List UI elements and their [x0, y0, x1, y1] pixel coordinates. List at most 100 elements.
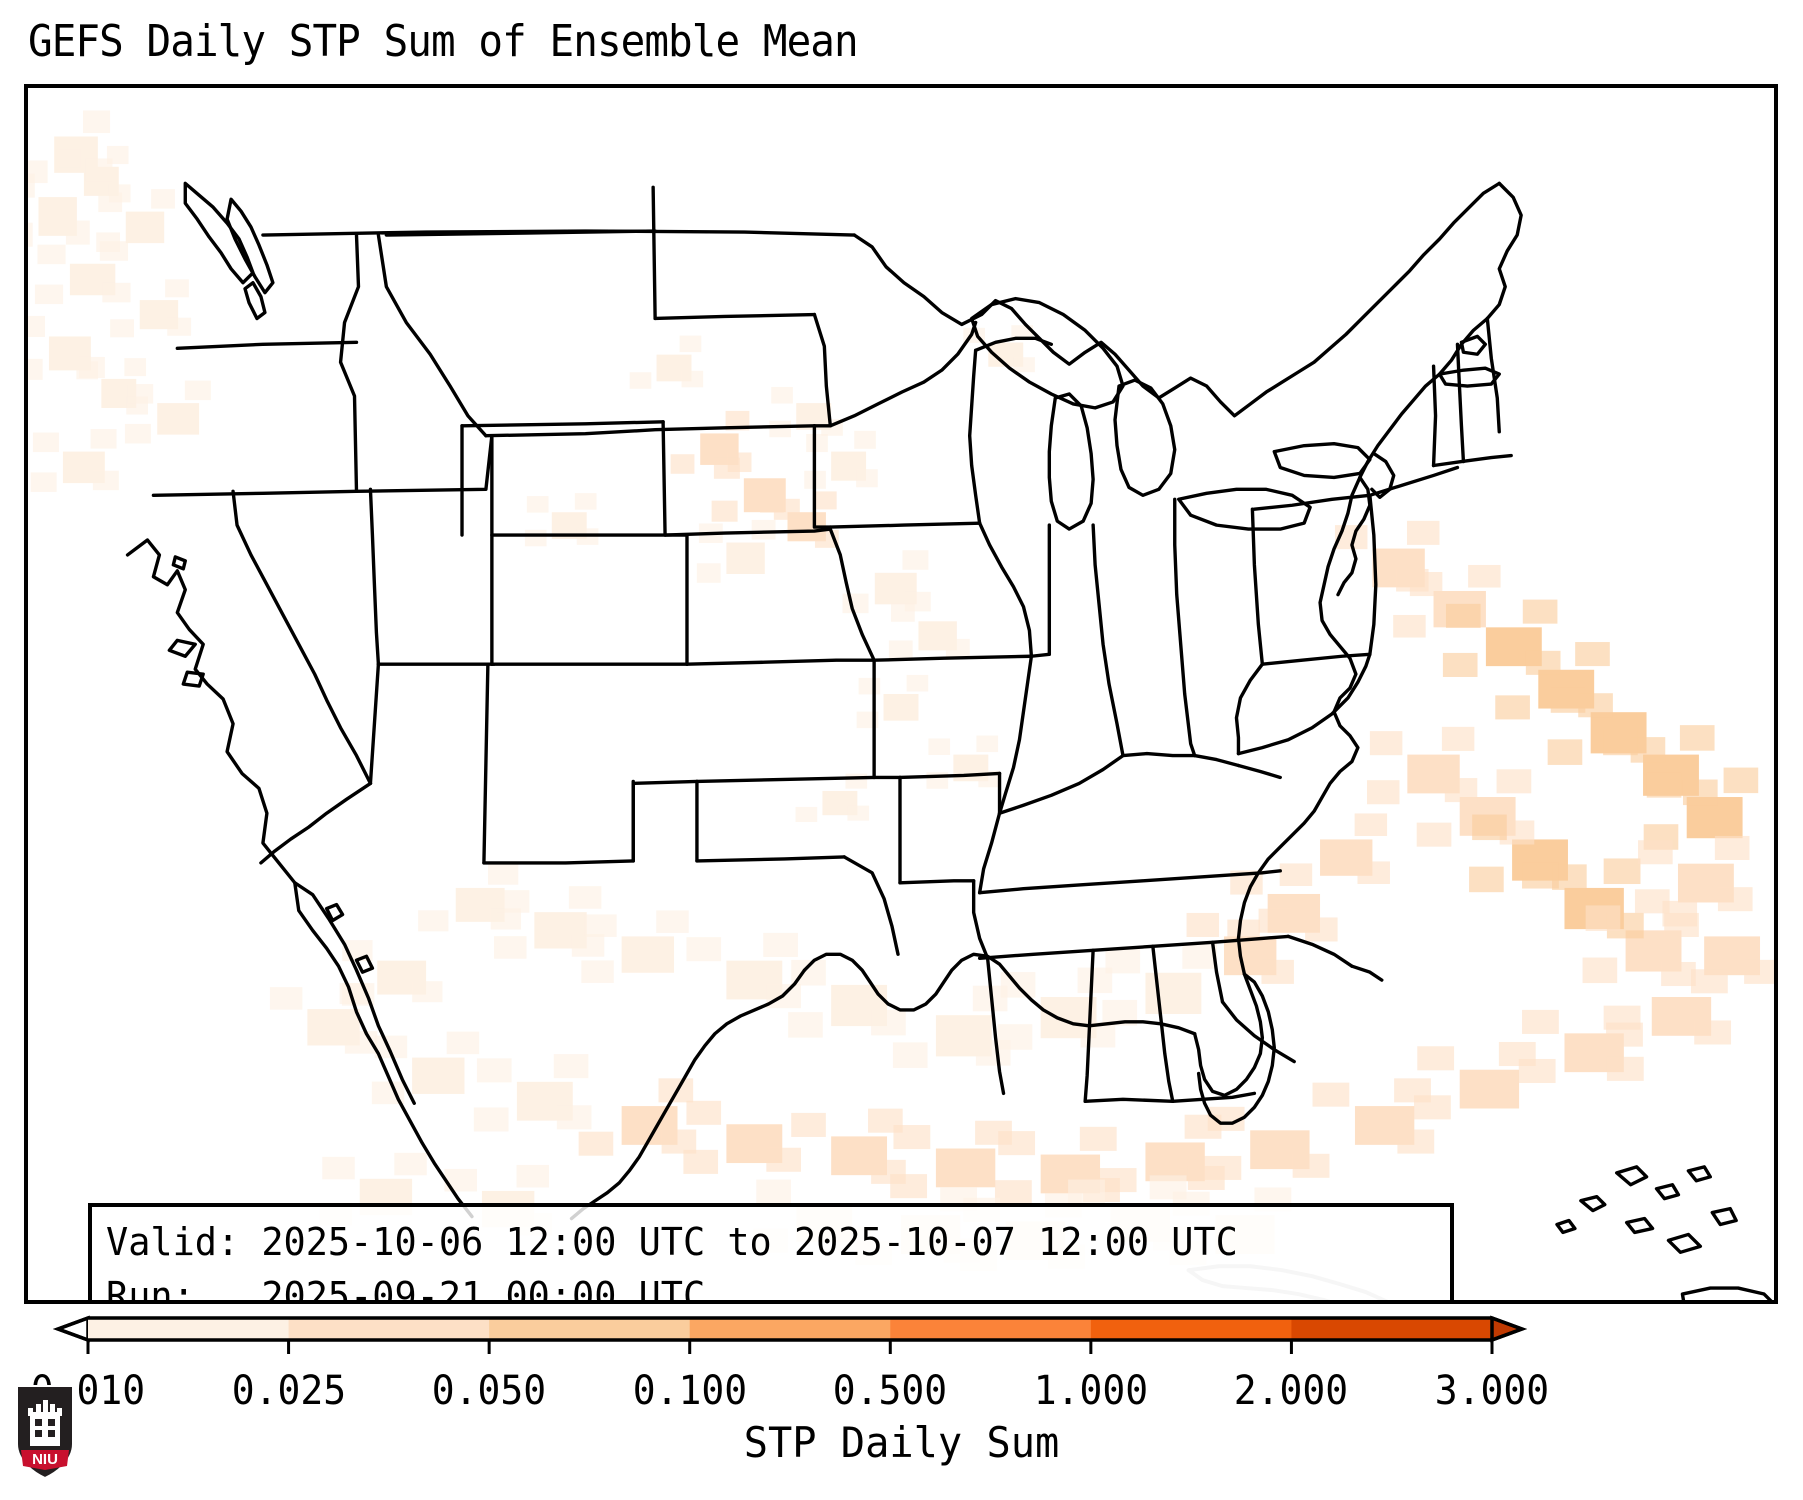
colorbar-tick-label-7: 3.000 — [1434, 1368, 1550, 1414]
field-cell-18-sub-2 — [1393, 614, 1426, 638]
field-cell-38-sub-0 — [584, 914, 617, 937]
field-cell-51-sub-3 — [1292, 1153, 1330, 1178]
colorbar-tick-label-6: 2.000 — [1234, 1368, 1349, 1414]
field-cell-6-sub-0 — [28, 315, 45, 337]
field-cell-49-sub-0 — [998, 1131, 1036, 1156]
field-cell-8 — [157, 403, 200, 435]
field-cell-24-sub-0 — [1369, 731, 1403, 756]
field-cell-66-sub-0 — [771, 386, 793, 404]
colorbar-band-4 — [890, 1318, 1092, 1340]
field-cell-42-sub-0 — [269, 987, 303, 1010]
field-cell-62-sub-1 — [516, 1164, 550, 1188]
field-cell-33-sub-1 — [1182, 943, 1217, 969]
field-cell-12-sub-0 — [760, 494, 784, 513]
field-cell-1-sub-0 — [28, 173, 35, 198]
field-cell-10-sub-2 — [670, 454, 695, 474]
field-cell-53-sub-0 — [1417, 1046, 1455, 1071]
niu-logo: NIU — [16, 1385, 74, 1480]
field-cell-27-sub-0 — [1522, 862, 1559, 889]
field-cell-13-sub-2 — [696, 563, 721, 583]
field-cell-65-sub-1 — [679, 335, 702, 353]
field-cell-53-sub-2 — [1414, 1095, 1451, 1120]
field-cell-8-sub-2 — [124, 423, 151, 444]
valid-time-line: Valid: 2025-10-06 12:00 UTC to 2025-10-0… — [106, 1220, 1238, 1264]
field-cell-32-sub-0 — [1186, 912, 1220, 937]
field-cell-51-sub-2 — [1204, 1155, 1242, 1180]
field-cell-39-sub-0 — [496, 890, 530, 913]
field-cell-55-sub-1 — [1690, 969, 1728, 994]
field-cell-64-sub-0 — [526, 496, 549, 513]
field-cell-21-sub-0 — [1550, 687, 1586, 713]
field-cell-61-sub-0 — [756, 1179, 791, 1204]
field-cell-2-sub-0 — [58, 149, 81, 168]
field-cell-44-sub-3 — [556, 1105, 592, 1130]
field-cell-32-sub-3 — [1261, 959, 1294, 984]
field-cell-64-sub-1 — [574, 493, 597, 510]
field-cell-67-sub-3 — [1013, 357, 1035, 373]
field-cell-7-sub-0 — [76, 361, 99, 380]
field-cell-40-sub-3 — [490, 908, 522, 930]
field-cell-14-sub-3 — [856, 469, 878, 488]
colorbar-band-0 — [88, 1318, 290, 1340]
field-cell-3-sub-0 — [98, 192, 123, 213]
logo-castle-windows — [35, 1419, 55, 1437]
field-cell-25-sub-1 — [1496, 769, 1532, 794]
field-cell-35-sub-2 — [892, 1042, 928, 1068]
field-cell-37-sub-0 — [686, 937, 722, 962]
page-title: GEFS Daily STP Sum of Ensemble Mean — [28, 16, 859, 67]
field-cell-19-sub-0 — [1445, 603, 1481, 628]
field-cell-38-sub-2 — [581, 960, 614, 983]
field-cell-40-sub-2 — [418, 910, 449, 932]
field-cell-15-sub-1 — [902, 550, 929, 570]
field-cell-21-sub-2 — [1547, 739, 1583, 765]
field-cell-28-sub-0 — [1585, 905, 1621, 931]
field-cell-39-sub-1 — [568, 886, 602, 909]
colorbar-band-5 — [1090, 1318, 1293, 1340]
field-cell-30-sub-3 — [1357, 861, 1390, 884]
field-cell-13-sub-1 — [751, 519, 776, 540]
field-cell-30-sub-1 — [1354, 813, 1388, 836]
field-cell-36-sub-2 — [788, 1012, 823, 1038]
field-cell-3-sub-1 — [151, 189, 175, 209]
field-cell-29-sub-3 — [1717, 887, 1753, 912]
run-time-line: Run: 2025-09-21 00:00 UTC — [106, 1274, 706, 1304]
field-cell-43-sub-1 — [446, 1031, 480, 1055]
field-cell-19-sub-3 — [1525, 650, 1561, 675]
field-cell-3 — [125, 211, 165, 244]
colorbar-tick-label-1: 0.025 — [231, 1368, 346, 1414]
geography-layer — [125, 181, 1773, 1300]
field-cell-36-sub-3 — [871, 1009, 906, 1036]
field-cell-27-sub-1 — [1603, 858, 1641, 885]
field-cell-56-sub-0 — [1664, 912, 1699, 937]
map-panel: Valid: 2025-10-06 12:00 UTC to 2025-10-0… — [24, 84, 1778, 1304]
field-cell-39-sub-3 — [571, 934, 605, 957]
field-cell-46-sub-3 — [766, 1147, 801, 1172]
field-cell-26-sub-0 — [1472, 814, 1507, 841]
field-cell-49-sub-1 — [1079, 1126, 1117, 1151]
field-cell-29-sub-0 — [1638, 840, 1673, 865]
field-cell-68 — [883, 694, 919, 721]
field-cell-54-sub-2 — [1518, 1058, 1556, 1084]
field-cell-40-sub-1 — [488, 863, 519, 885]
field-cell-50-sub-2 — [1099, 1168, 1137, 1193]
field-cell-24-sub-2 — [1367, 780, 1400, 805]
field-cell-22-sub-0 — [1603, 729, 1638, 756]
field-cell-22-sub-3 — [1682, 779, 1718, 806]
colorbar-tick-label-3: 0.100 — [632, 1368, 747, 1414]
field-cell-26-sub-2 — [1469, 866, 1504, 893]
logo-text: NIU — [32, 1451, 58, 1468]
field-cell-55-sub-2 — [1606, 1022, 1643, 1047]
field-cell-4-sub-0 — [37, 244, 66, 265]
field-cell-31-sub-3 — [1305, 917, 1338, 942]
field-cell-4-sub-1 — [99, 241, 129, 261]
colorbar-band-3 — [689, 1318, 891, 1340]
field-cell-48-sub-0 — [893, 1125, 931, 1150]
logo-banner — [21, 1450, 69, 1470]
field-cell-69-sub-0 — [928, 738, 951, 755]
field-cell-4-sub-3 — [102, 282, 131, 303]
field-cell-44-sub-1 — [553, 1054, 589, 1079]
field-cell-9-sub-3 — [92, 470, 119, 491]
field-cell-23-sub-0 — [1646, 772, 1682, 798]
field-cell-29-sub-1 — [1714, 835, 1750, 860]
